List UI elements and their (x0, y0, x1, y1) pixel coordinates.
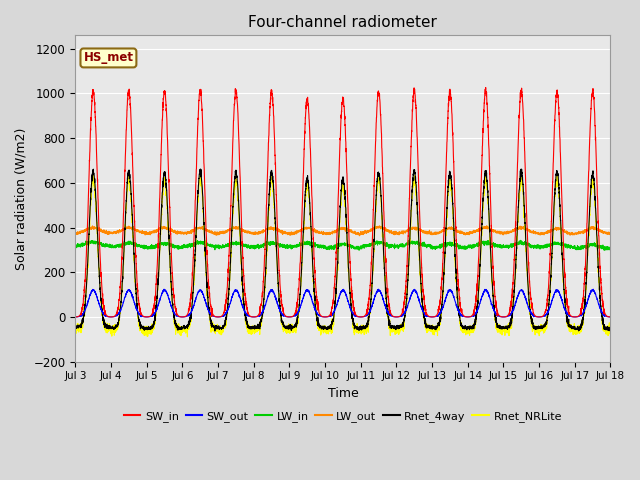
Rnet_NRLite (606, 329, 614, 335)
LW_out (463, 231, 470, 237)
SW_out (323, 314, 331, 320)
LW_in (463, 246, 470, 252)
X-axis label: Time: Time (328, 387, 358, 400)
Rnet_NRLite (607, 326, 614, 332)
SW_in (463, 314, 470, 320)
Rnet_NRLite (184, 334, 191, 340)
LW_out (355, 233, 363, 239)
SW_out (168, 304, 175, 310)
SW_in (285, 314, 293, 320)
Line: LW_in: LW_in (76, 240, 611, 250)
LW_in (493, 244, 501, 250)
Line: SW_out: SW_out (76, 289, 611, 317)
LW_out (483, 223, 491, 228)
LW_out (433, 229, 441, 235)
LW_in (72, 244, 79, 250)
Rnet_4way (493, 323, 501, 329)
Title: Four-channel radiometer: Four-channel radiometer (248, 15, 437, 30)
LW_out (168, 228, 175, 233)
Rnet_NRLite (433, 329, 441, 335)
Line: LW_out: LW_out (76, 226, 611, 236)
Rnet_NRLite (72, 328, 79, 334)
Rnet_4way (607, 325, 614, 331)
Rnet_4way (517, 166, 525, 172)
Text: HS_met: HS_met (83, 51, 133, 64)
SW_out (493, 312, 501, 318)
SW_out (589, 287, 597, 292)
LW_out (493, 228, 501, 234)
Line: Rnet_NRLite: Rnet_NRLite (76, 173, 611, 337)
LW_in (516, 238, 524, 243)
SW_in (607, 314, 614, 320)
Line: SW_in: SW_in (76, 87, 611, 317)
LW_in (323, 245, 331, 251)
SW_in (493, 313, 501, 319)
SW_in (482, 84, 490, 90)
Line: Rnet_4way: Rnet_4way (76, 169, 611, 331)
LW_out (606, 230, 614, 236)
SW_in (606, 314, 614, 320)
SW_in (168, 257, 175, 263)
Y-axis label: Solar radiation (W/m2): Solar radiation (W/m2) (15, 127, 28, 270)
Rnet_4way (168, 289, 175, 295)
Rnet_4way (433, 325, 441, 331)
Rnet_4way (211, 328, 219, 334)
SW_out (606, 314, 614, 320)
Rnet_4way (323, 326, 331, 332)
Rnet_NRLite (493, 325, 501, 331)
Rnet_NRLite (232, 170, 240, 176)
LW_in (606, 246, 614, 252)
Rnet_NRLite (168, 289, 175, 295)
SW_in (323, 314, 331, 320)
SW_out (72, 314, 79, 320)
SW_out (433, 313, 441, 319)
Rnet_NRLite (323, 330, 331, 336)
Rnet_4way (606, 326, 614, 332)
SW_in (433, 312, 441, 317)
LW_in (355, 247, 363, 253)
SW_out (607, 314, 614, 320)
LW_in (433, 245, 441, 251)
Legend: SW_in, SW_out, LW_in, LW_out, Rnet_4way, Rnet_NRLite: SW_in, SW_out, LW_in, LW_out, Rnet_4way,… (119, 407, 566, 426)
LW_in (168, 243, 175, 249)
Rnet_4way (463, 325, 470, 331)
LW_out (72, 230, 79, 236)
LW_in (607, 245, 614, 251)
LW_out (607, 231, 614, 237)
Rnet_4way (72, 325, 79, 331)
SW_out (463, 314, 470, 320)
Rnet_NRLite (463, 326, 470, 332)
LW_out (323, 230, 331, 236)
SW_in (72, 314, 79, 320)
